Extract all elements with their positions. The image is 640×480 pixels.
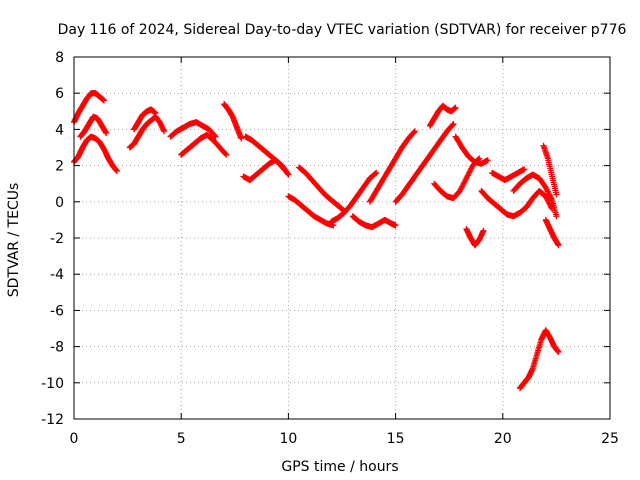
series-arc-5 (131, 106, 159, 133)
data-point (285, 171, 292, 178)
x-tick-label: 25 (601, 431, 619, 447)
y-tick-label: -4 (50, 267, 64, 283)
data-point (553, 213, 560, 220)
y-tick-label: 4 (55, 122, 64, 138)
y-tick-label: 0 (55, 195, 64, 211)
x-tick-label: 10 (279, 431, 297, 447)
data-point (452, 104, 459, 111)
series-arc-1 (71, 133, 120, 175)
data-point (555, 349, 562, 356)
data-point (484, 157, 491, 164)
data-points (71, 90, 562, 392)
y-tick-label: -12 (41, 412, 64, 428)
data-point (222, 150, 229, 157)
x-axis-label: GPS time / hours (281, 459, 398, 475)
chart-title: Day 116 of 2024, Sidereal Day-to-day VTE… (58, 22, 627, 38)
data-point (101, 97, 108, 104)
data-point (450, 120, 457, 127)
series-arc-8 (221, 101, 245, 142)
series-arc-11 (285, 193, 337, 229)
data-point (212, 133, 219, 140)
x-tick-label: 5 (177, 431, 186, 447)
series-arc-13 (328, 169, 380, 225)
series-arc-12 (296, 164, 348, 214)
data-point (103, 130, 110, 137)
series-arc-14 (349, 213, 399, 231)
y-tick-label: 6 (55, 86, 64, 102)
data-point (211, 132, 218, 139)
series-arc-25 (542, 216, 562, 249)
series-arc-19 (463, 225, 487, 249)
y-tick-label: -8 (50, 340, 64, 356)
series-arc-21 (489, 166, 528, 184)
series-arc-16 (392, 120, 457, 205)
x-tick-label: 0 (70, 431, 79, 447)
y-tick-label: -6 (50, 303, 64, 319)
series-arc-26 (516, 327, 562, 392)
data-point (152, 110, 159, 117)
series-arc-22 (478, 187, 556, 220)
data-point (553, 191, 560, 198)
data-point (161, 128, 168, 135)
data-point (113, 168, 120, 175)
series-arc-4 (126, 113, 168, 151)
y-tick-label: -10 (41, 376, 64, 392)
data-point (555, 242, 562, 249)
data-point (284, 170, 291, 177)
x-tick-label: 15 (387, 431, 405, 447)
x-tick-label: 20 (494, 431, 512, 447)
series-arc-7 (178, 131, 230, 158)
series-arc-6 (167, 119, 219, 140)
data-point (411, 128, 418, 135)
series-arc-2 (71, 90, 108, 126)
series-arc-10 (240, 157, 292, 184)
y-tick-label: 2 (55, 159, 64, 175)
grid-lines (74, 57, 610, 419)
series-arc-15 (366, 128, 418, 205)
data-point (372, 170, 379, 177)
data-point (238, 135, 245, 142)
data-point (223, 151, 230, 158)
data-point (480, 227, 487, 234)
series-arc-20 (452, 133, 491, 167)
data-point (449, 121, 456, 128)
y-tick-label: -2 (50, 231, 64, 247)
series-arc-3 (77, 113, 110, 140)
data-point (411, 129, 418, 136)
series-arc-23 (510, 171, 560, 220)
data-point (521, 166, 528, 173)
y-tick-label: 8 (55, 50, 64, 66)
data-point (392, 222, 399, 229)
series-arc-17 (426, 102, 459, 129)
y-axis-label: SDTVAR / TECUs (6, 183, 22, 298)
data-point (373, 169, 380, 176)
series-arc-24 (540, 142, 560, 198)
